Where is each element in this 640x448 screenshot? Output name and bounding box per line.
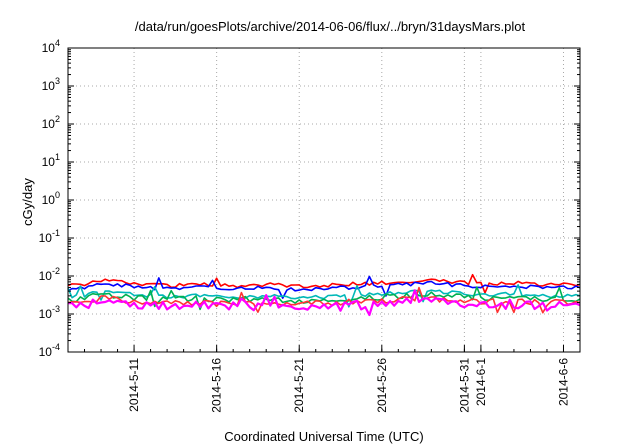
x-tick-label: 2014-5-21 (292, 358, 306, 413)
y-tick-label: 10-2 (39, 266, 60, 283)
x-tick-label: 2014-6-1 (474, 358, 488, 406)
y-tick-label: 103 (42, 76, 60, 93)
y-tick-label: 100 (42, 190, 60, 207)
chart-title: /data/run/goesPlots/archive/2014-06-06/f… (135, 19, 526, 34)
y-axis-label: cGy/day (20, 178, 35, 226)
y-tick-label: 10-3 (39, 304, 60, 321)
series-line (67, 273, 581, 294)
x-tick-label: 2014-5-31 (457, 358, 471, 413)
grid (68, 48, 580, 352)
x-tick-label: 2014-5-26 (375, 358, 389, 413)
x-tick-label: 2014-5-11 (127, 358, 141, 412)
y-tick-label: 101 (42, 152, 60, 169)
y-tick-labels: 104 103 102 101 100 10-1 10-2 10-3 10-4 (39, 38, 60, 359)
y-tick-label: 10-4 (39, 342, 60, 359)
x-tick-label: 2014-5-16 (210, 358, 224, 413)
series-line (67, 286, 581, 311)
x-axis-label: Coordinated Universal Time (UTC) (224, 429, 423, 444)
y-tick-label: 102 (42, 114, 60, 131)
plot-frame (67, 47, 581, 353)
plot-border (67, 47, 581, 353)
series-lines (67, 273, 581, 317)
x-tick-label: 2014-6-6 (556, 358, 570, 406)
y-tick-label: 10-1 (39, 228, 60, 245)
y-tick-label: 104 (42, 38, 60, 55)
series-line (67, 289, 581, 317)
x-tick-labels: 2014-5-11 2014-5-16 2014-5-21 2014-5-26 2014… (127, 358, 570, 413)
series-line (67, 275, 581, 299)
